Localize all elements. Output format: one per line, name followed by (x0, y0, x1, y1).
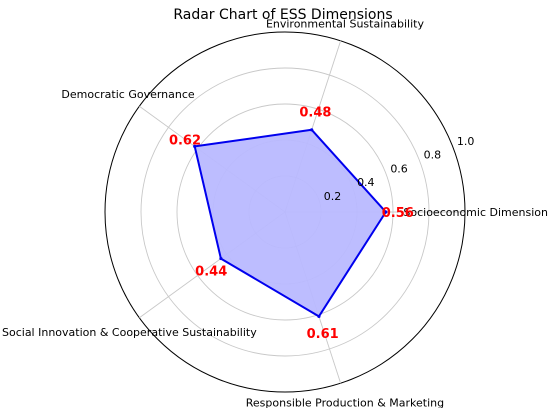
value-labels: 0.56 0.48 0.62 0.44 0.61 (169, 105, 414, 341)
radial-tick-label: 1.0 (457, 135, 475, 148)
value-label: 0.62 (169, 133, 201, 148)
radial-tick-label: 0.2 (324, 190, 342, 203)
category-label: Democratic Governance (61, 88, 195, 101)
radial-tick-label: 0.4 (357, 176, 375, 189)
category-label: Socioeconomic Dimension (403, 206, 548, 219)
value-label: 0.44 (195, 265, 227, 280)
data-point-3 (193, 144, 197, 149)
radial-tick-label: 0.8 (424, 149, 442, 162)
category-label: Environmental Sustainability (266, 17, 425, 30)
data-point-4 (219, 256, 223, 261)
category-label: Responsible Production & Marketing (246, 397, 444, 408)
series-area (193, 128, 387, 318)
data-point-1 (384, 210, 388, 214)
chart-title: Radar Chart of ESS Dimensions (173, 7, 392, 23)
category-labels: Socioeconomic Dimension Environmental Sus… (2, 17, 548, 408)
category-label: Social Innovation & Cooperative Sustaina… (2, 326, 257, 339)
data-point-5 (317, 314, 321, 319)
data-series (193, 128, 388, 319)
value-label: 0.61 (307, 327, 339, 342)
radial-tick-label: 0.6 (390, 162, 408, 175)
data-point-2 (310, 128, 314, 132)
value-label: 0.48 (299, 105, 331, 120)
value-label: 0.56 (382, 206, 414, 221)
radial-tick-labels: 0.2 0.4 0.6 0.8 1.0 (324, 135, 475, 203)
